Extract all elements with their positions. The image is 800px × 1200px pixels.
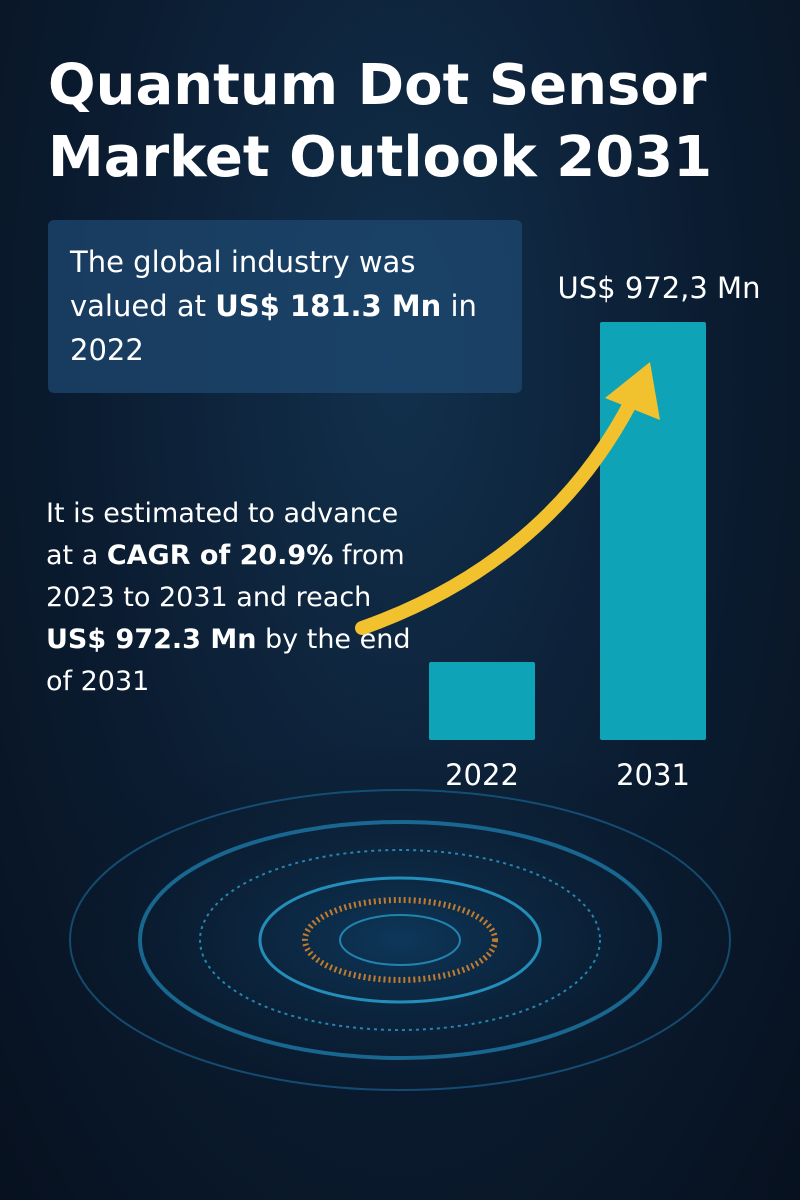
note-text: by the end of 2031 (46, 624, 411, 697)
arrow-head (605, 362, 660, 420)
x-tick-label: 2022 (445, 758, 519, 792)
bar (600, 322, 706, 740)
growth-text: It is estimated to advance at a CAGR of … (46, 493, 431, 703)
title: Quantum Dot Sensor Market Outlook 2031 (48, 53, 713, 190)
x-tick-label: 2031 (616, 758, 690, 792)
highlight-text: US$ 181.3 Mn (215, 289, 442, 323)
note-text: from 2023 to 2031 and reach (46, 540, 405, 613)
growth-arrow (355, 393, 639, 635)
value-label: US$ 972,3 Mn (558, 271, 761, 305)
highlight-text: US$ 972.3 Mn (46, 624, 257, 655)
highlight-text: CAGR of 20.9% (106, 540, 334, 571)
note-text: It is estimated to advance at a (46, 498, 399, 571)
bar (429, 662, 535, 740)
note-text: The global industry was valued at (70, 245, 416, 323)
info-box: The global industry was valued at US$ 18… (48, 220, 522, 393)
note-text: in 2022 (70, 289, 477, 367)
